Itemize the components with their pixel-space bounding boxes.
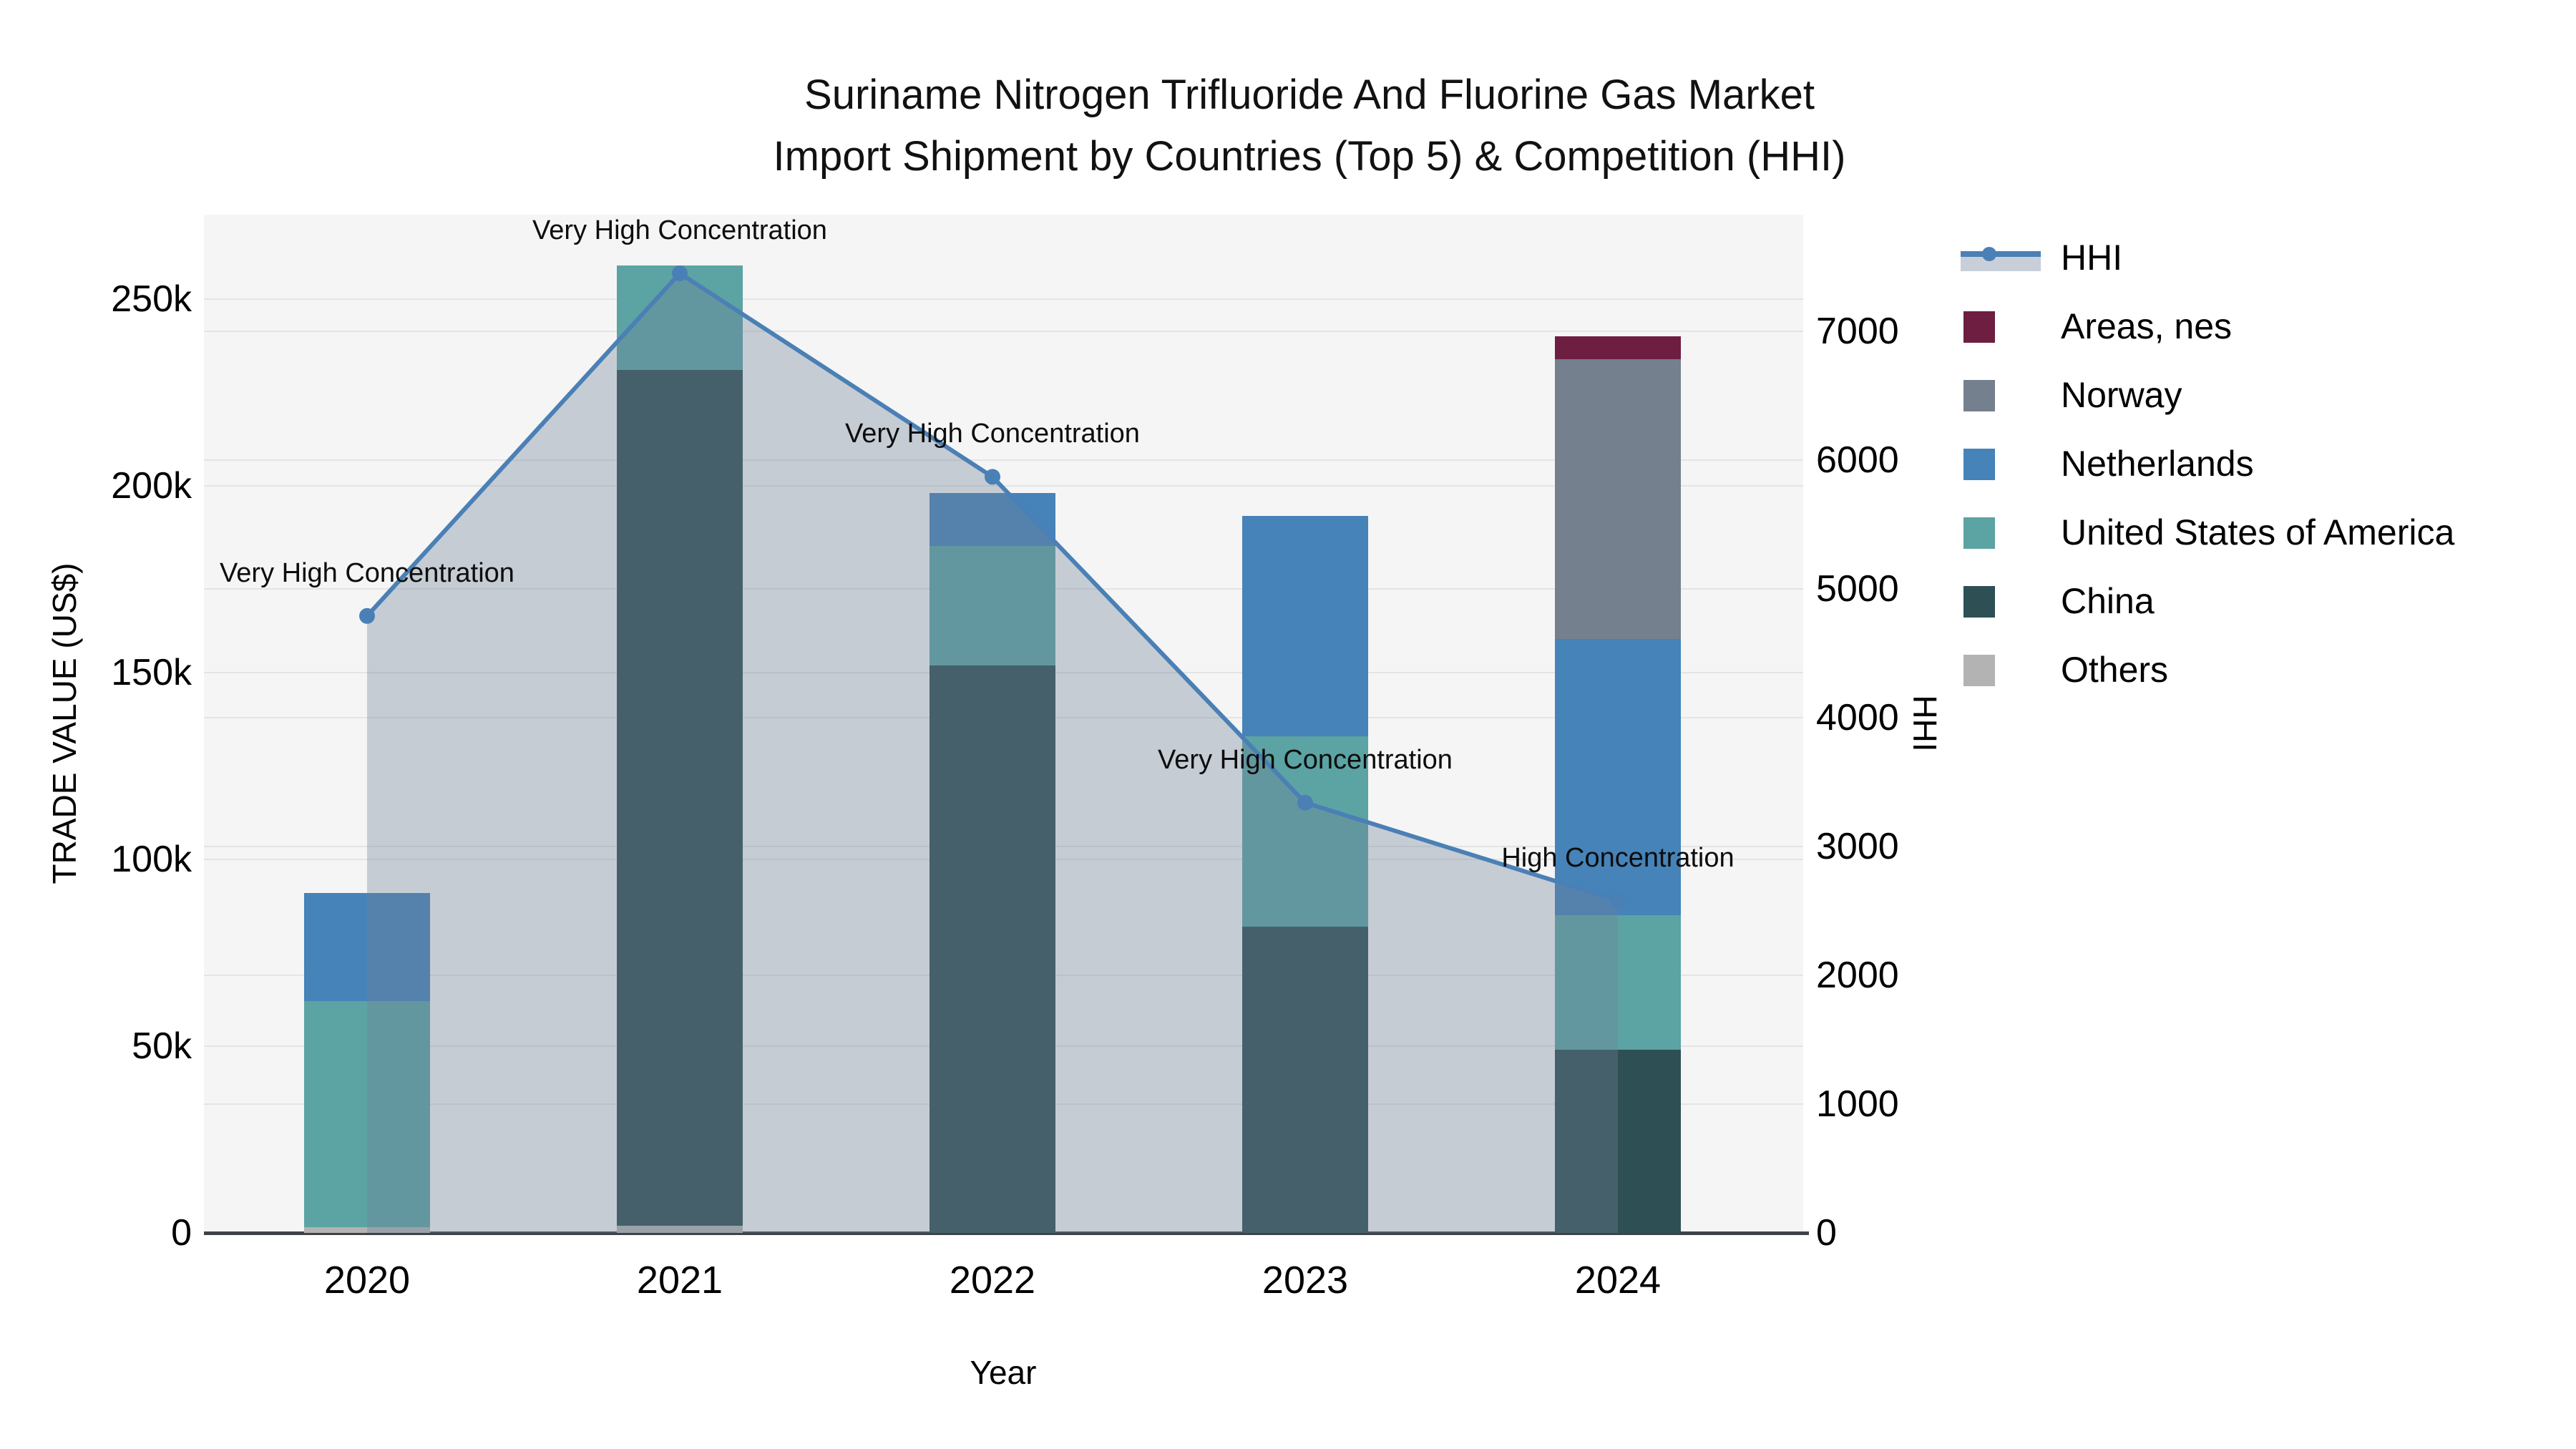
y-right-tick-label: 7000 bbox=[1816, 311, 1899, 352]
y-right-tick-label: 6000 bbox=[1816, 439, 1899, 481]
legend-item-norway[interactable]: Norway bbox=[1961, 374, 2182, 416]
color-swatch-icon bbox=[1961, 514, 2044, 550]
bar-segment-2023[interactable] bbox=[1242, 515, 1368, 736]
y-left-tick-label: 0 bbox=[171, 1212, 192, 1254]
bar-segment-2022[interactable] bbox=[930, 545, 1055, 665]
bar-segment-2020[interactable] bbox=[304, 892, 430, 1002]
bar-segment-2024[interactable] bbox=[1555, 358, 1681, 640]
legend-label: Areas, nes bbox=[2061, 306, 2233, 346]
chart-title-line1: Suriname Nitrogen Trifluoride And Fluori… bbox=[804, 72, 1815, 118]
x-tick-label[interactable]: 2022 bbox=[949, 1259, 1036, 1302]
x-axis-line bbox=[204, 1231, 1809, 1235]
bar-segment-2020[interactable] bbox=[304, 1001, 430, 1228]
bar-segment-2024[interactable] bbox=[1555, 336, 1681, 359]
color-swatch-icon bbox=[1961, 652, 2044, 688]
y-right-tick-label: 0 bbox=[1816, 1212, 1837, 1254]
bar-segment-2022[interactable] bbox=[930, 665, 1055, 1233]
color-swatch-icon bbox=[1963, 655, 1995, 686]
legend-item-others[interactable]: Others bbox=[1961, 648, 2168, 691]
y-right-tick-label: 5000 bbox=[1816, 568, 1899, 610]
hhi-line-legend-icon bbox=[1961, 240, 2044, 275]
hhi-annotation: Very High Concentration bbox=[845, 419, 1140, 449]
hhi-annotation: High Concentration bbox=[1501, 842, 1735, 873]
hhi-annotation: Very High Concentration bbox=[1158, 744, 1453, 775]
legend-item-hhi[interactable]: HHI bbox=[1961, 236, 2122, 279]
gridline-right bbox=[204, 459, 1803, 461]
chart-title: Suriname Nitrogen Trifluoride And Fluori… bbox=[43, 64, 2576, 187]
hhi-marker[interactable] bbox=[359, 608, 375, 624]
legend-label: HHI bbox=[2061, 238, 2123, 278]
bar-segment-2024[interactable] bbox=[1555, 1050, 1681, 1233]
hhi-annotation: Very High Concentration bbox=[532, 215, 827, 245]
y-left-axis-label: TRADE VALUE (US$) bbox=[46, 562, 83, 884]
bar-segment-2021[interactable] bbox=[617, 370, 743, 1226]
legend-label: United States of America bbox=[2061, 512, 2455, 552]
legend-item-areas-nes[interactable]: Areas, nes bbox=[1961, 305, 2232, 348]
legend-item-united-states-of-america[interactable]: United States of America bbox=[1961, 511, 2454, 554]
bar-segment-2020[interactable] bbox=[304, 1227, 430, 1233]
hhi-annotation: Very High Concentration bbox=[220, 557, 514, 588]
color-swatch-icon bbox=[1963, 449, 1995, 480]
y-left-tick-label: 100k bbox=[111, 839, 192, 880]
y-right-tick-label: 1000 bbox=[1816, 1083, 1899, 1125]
x-tick-label[interactable]: 2020 bbox=[323, 1259, 411, 1302]
hhi-marker[interactable] bbox=[672, 265, 688, 281]
legend-label: Netherlands bbox=[2061, 444, 2254, 484]
y-right-tick-label: 2000 bbox=[1816, 955, 1899, 996]
gridline-left bbox=[204, 298, 1803, 300]
color-swatch-icon bbox=[1963, 586, 1995, 618]
x-tick-label[interactable]: 2024 bbox=[1574, 1259, 1662, 1302]
color-swatch-icon bbox=[1961, 308, 2044, 344]
legend-label: Norway bbox=[2061, 375, 2182, 415]
bar-segment-2023[interactable] bbox=[1242, 926, 1368, 1233]
x-tick-label[interactable]: 2023 bbox=[1262, 1259, 1349, 1302]
color-swatch-icon bbox=[1961, 446, 2044, 482]
x-tick-label[interactable]: 2021 bbox=[636, 1259, 723, 1302]
bar-segment-2023[interactable] bbox=[1242, 736, 1368, 927]
hhi-fill-band-icon bbox=[1961, 257, 2041, 271]
y-left-tick-label: 250k bbox=[111, 278, 192, 320]
bar-segment-2024[interactable] bbox=[1555, 639, 1681, 916]
color-swatch-icon bbox=[1961, 583, 2044, 619]
hhi-marker-dot-icon bbox=[1982, 247, 1996, 261]
x-axis-label: Year bbox=[970, 1354, 1037, 1391]
legend-label: Others bbox=[2061, 650, 2169, 690]
hhi-marker[interactable] bbox=[1610, 892, 1626, 909]
hhi-area-fill bbox=[367, 273, 1618, 1233]
color-swatch-icon bbox=[1963, 517, 1995, 549]
gridline-right bbox=[204, 331, 1803, 332]
hhi-marker[interactable] bbox=[985, 469, 1000, 485]
y-right-tick-label: 4000 bbox=[1816, 697, 1899, 738]
y-right-tick-label: 3000 bbox=[1816, 826, 1899, 867]
legend-label: China bbox=[2061, 581, 2155, 621]
color-swatch-icon bbox=[1961, 377, 2044, 413]
legend-item-netherlands[interactable]: Netherlands bbox=[1961, 442, 2254, 485]
y-left-tick-label: 150k bbox=[111, 652, 192, 693]
hhi-marker[interactable] bbox=[1297, 794, 1313, 811]
bar-segment-2021[interactable] bbox=[617, 1225, 743, 1233]
hhi-line-icon bbox=[1961, 251, 2041, 257]
y-left-tick-label: 50k bbox=[132, 1025, 192, 1067]
y-left-tick-label: 200k bbox=[111, 465, 192, 507]
color-swatch-icon bbox=[1963, 380, 1995, 411]
legend-item-china[interactable]: China bbox=[1961, 580, 2155, 623]
bar-segment-2024[interactable] bbox=[1555, 915, 1681, 1050]
chart-title-line2: Import Shipment by Countries (Top 5) & C… bbox=[773, 133, 1846, 180]
hhi-line-layer bbox=[359, 265, 1626, 1233]
color-swatch-icon bbox=[1963, 311, 1995, 343]
y-right-axis-label: HHI bbox=[1906, 695, 1943, 752]
